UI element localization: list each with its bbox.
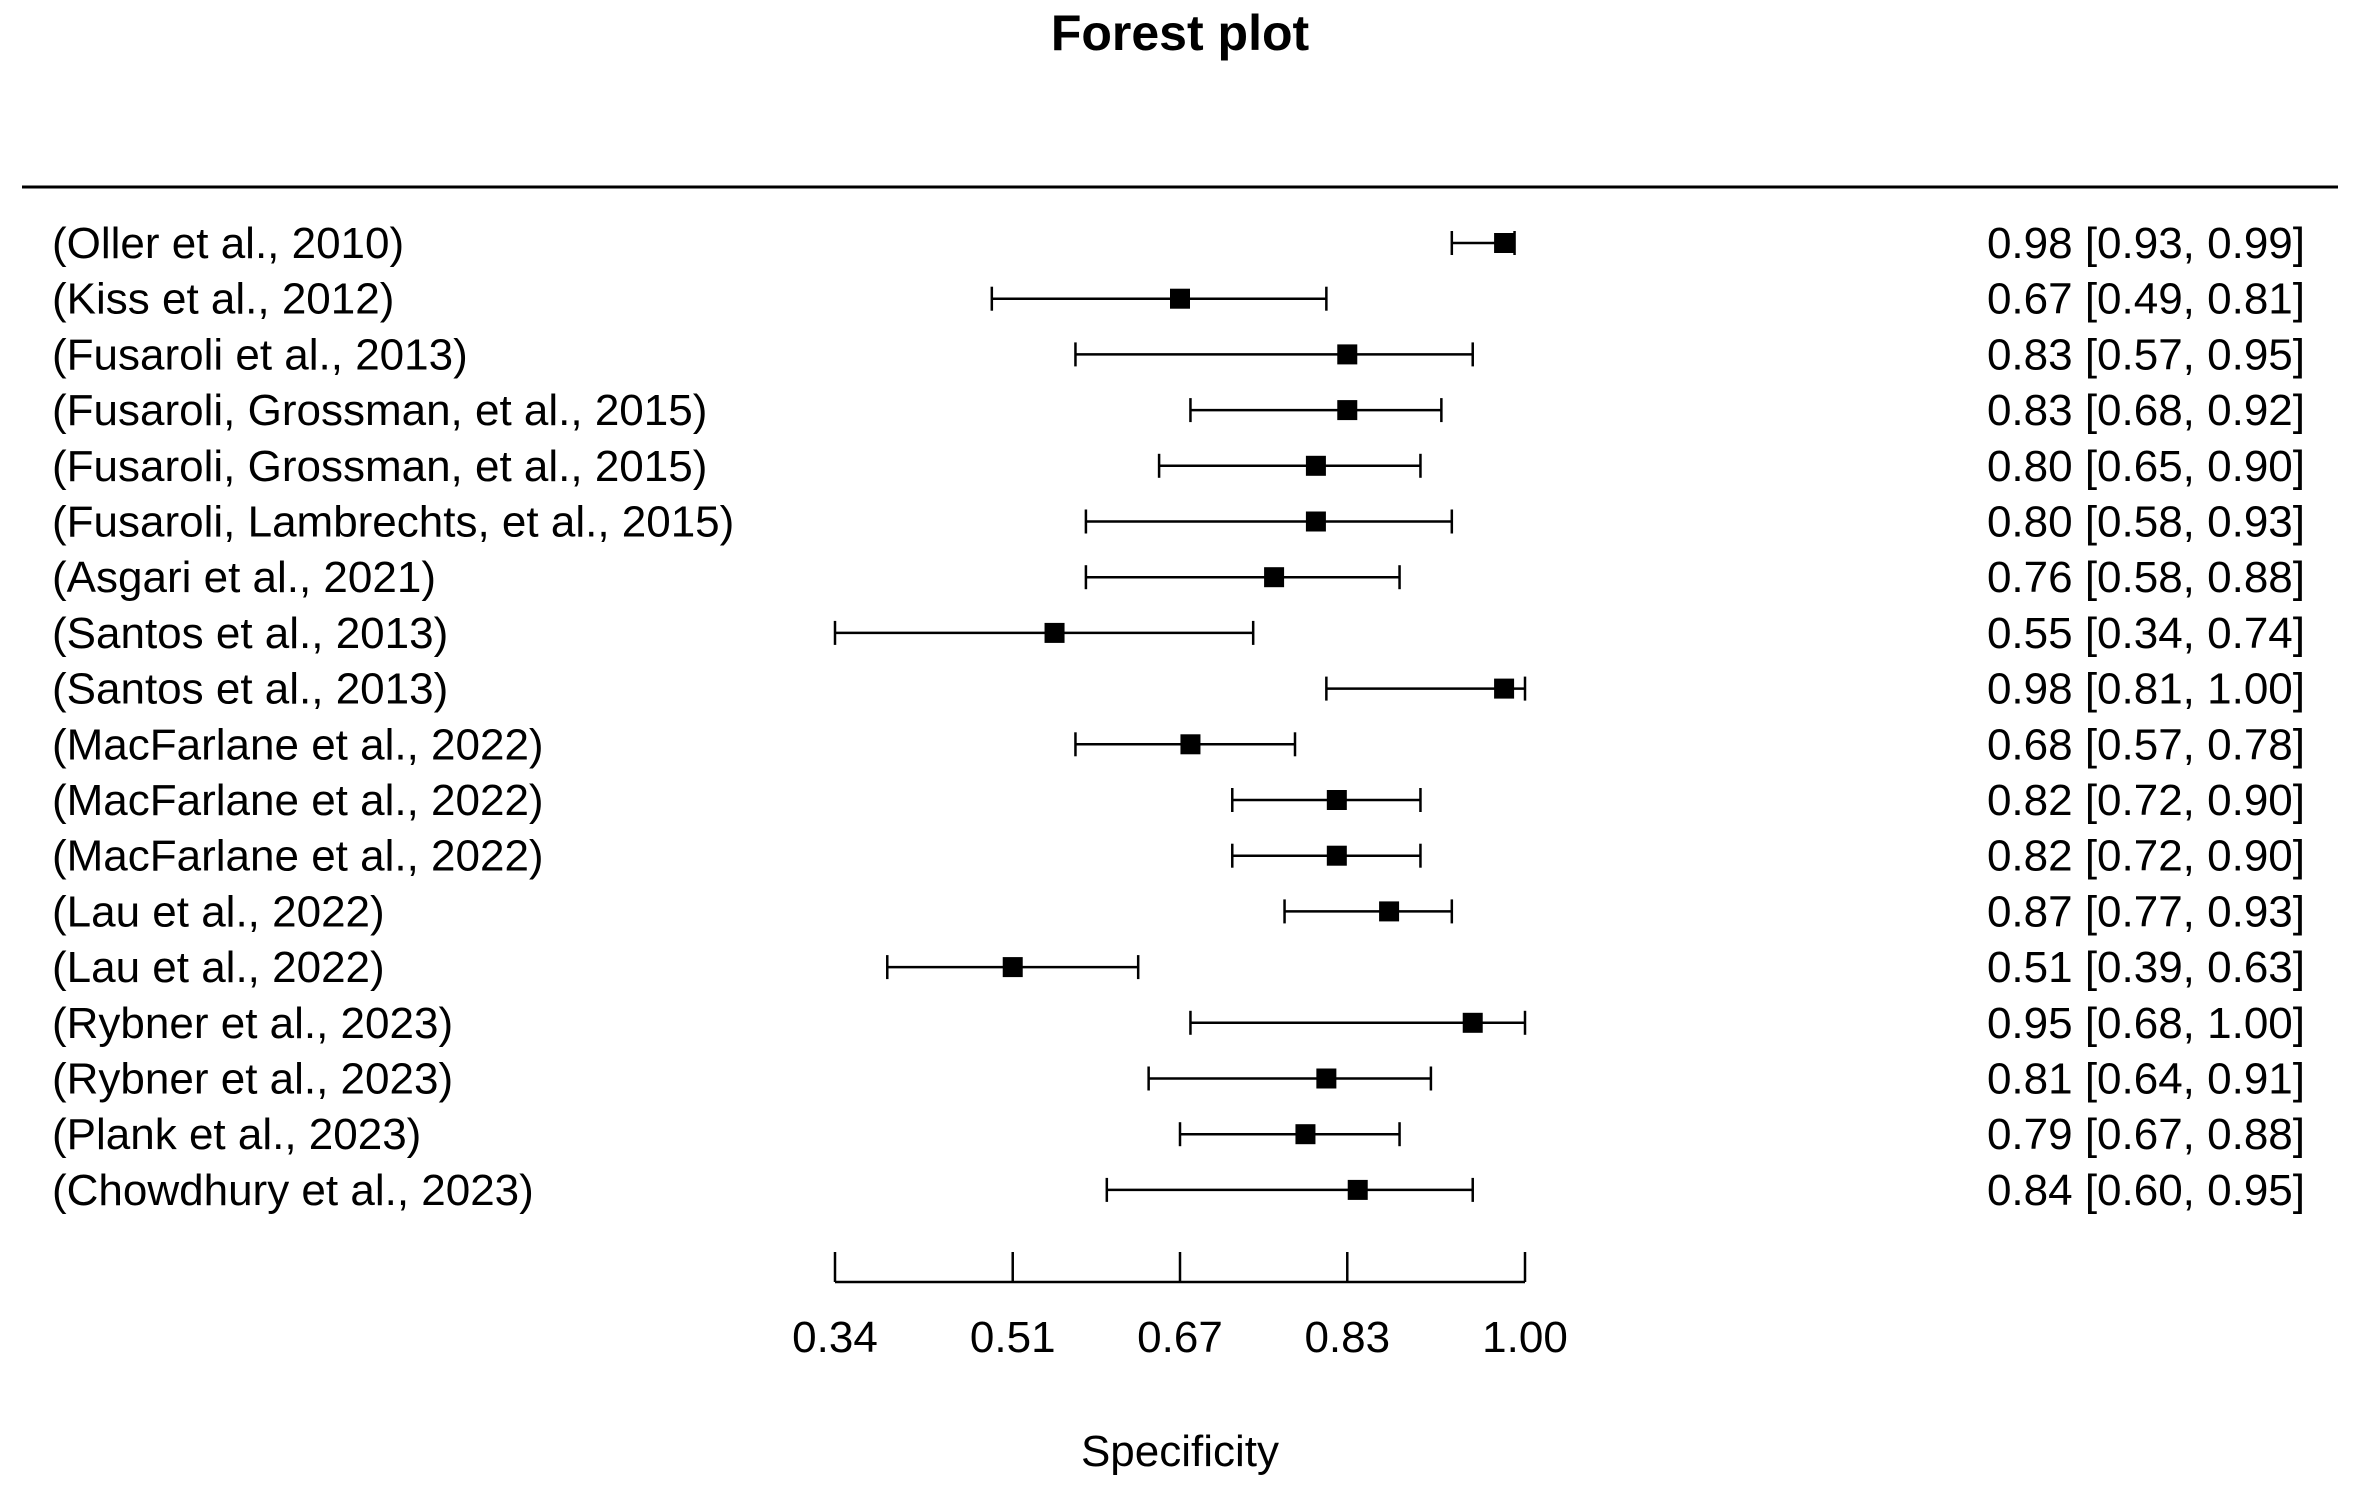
- point-estimate-marker: [1337, 400, 1358, 421]
- study-label: (Plank et al., 2023): [52, 1110, 421, 1159]
- estimate-ci-label: 0.95 [0.68, 1.00]: [1987, 999, 2305, 1048]
- point-estimate-marker: [1494, 678, 1515, 699]
- point-estimate-marker: [1305, 511, 1326, 532]
- study-row: (MacFarlane et al., 2022) 0.82 [0.72, 0.9…: [52, 832, 2305, 881]
- study-label: (Oller et al., 2010): [52, 219, 404, 268]
- estimate-ci-label: 0.79 [0.67, 0.88]: [1987, 1110, 2305, 1159]
- x-tick-label: 0.34: [792, 1313, 878, 1362]
- point-estimate-marker: [1044, 622, 1065, 643]
- estimate-ci-label: 0.81 [0.64, 0.91]: [1987, 1055, 2305, 1104]
- x-axis: 0.34 0.51 0.67 0.83 1.00: [792, 1252, 1568, 1362]
- study-label: (Rybner et al., 2023): [52, 1055, 453, 1104]
- x-tick-label: 0.51: [970, 1313, 1056, 1362]
- estimate-ci-label: 0.76 [0.58, 0.88]: [1987, 553, 2305, 602]
- x-tick-label: 0.83: [1304, 1313, 1390, 1362]
- study-row: (MacFarlane et al., 2022) 0.68 [0.57, 0.7…: [52, 720, 2305, 769]
- study-label: (MacFarlane et al., 2022): [52, 720, 544, 769]
- point-estimate-marker: [1337, 344, 1358, 365]
- study-label: (Lau et al., 2022): [52, 887, 385, 936]
- point-estimate-marker: [1264, 567, 1285, 588]
- point-estimate-marker: [1170, 288, 1190, 309]
- estimate-ci-label: 0.84 [0.60, 0.95]: [1987, 1166, 2305, 1215]
- x-axis-label: Specificity: [1081, 1427, 1279, 1476]
- point-estimate-marker: [1347, 1179, 1368, 1200]
- point-estimate-marker: [1462, 1012, 1483, 1033]
- study-label: (MacFarlane et al., 2022): [52, 832, 544, 881]
- x-tick-label: 0.67: [1137, 1313, 1223, 1362]
- estimate-ci-label: 0.67 [0.49, 0.81]: [1987, 275, 2305, 324]
- point-estimate-marker: [1316, 1068, 1337, 1089]
- estimate-ci-label: 0.82 [0.72, 0.90]: [1987, 832, 2305, 881]
- study-row: (Fusaroli et al., 2013) 0.83 [0.57, 0.95]: [52, 330, 2305, 379]
- x-tick-label: 1.00: [1482, 1313, 1568, 1362]
- estimate-ci-label: 0.98 [0.81, 1.00]: [1987, 665, 2305, 714]
- point-estimate-marker: [1326, 845, 1347, 866]
- estimate-ci-label: 0.83 [0.57, 0.95]: [1987, 330, 2305, 379]
- estimate-ci-label: 0.80 [0.58, 0.93]: [1987, 498, 2305, 547]
- study-row: (Fusaroli, Lambrechts, et al., 2015) 0.80…: [52, 498, 2305, 547]
- point-estimate-marker: [1180, 734, 1201, 755]
- study-row: (Lau et al., 2022) 0.87 [0.77, 0.93]: [52, 887, 2305, 936]
- study-row: (MacFarlane et al., 2022) 0.82 [0.72, 0.9…: [52, 776, 2305, 825]
- estimate-ci-label: 0.68 [0.57, 0.78]: [1987, 720, 2305, 769]
- estimate-ci-label: 0.87 [0.77, 0.93]: [1987, 887, 2305, 936]
- point-estimate-marker: [1494, 233, 1515, 253]
- point-estimate-marker: [1305, 455, 1326, 476]
- study-label: (Chowdhury et al., 2023): [52, 1166, 534, 1215]
- point-estimate-marker: [1326, 790, 1347, 810]
- point-estimate-marker: [1379, 901, 1400, 922]
- estimate-ci-label: 0.51 [0.39, 0.63]: [1987, 943, 2305, 992]
- study-row: (Rybner et al., 2023) 0.81 [0.64, 0.91]: [52, 1055, 2305, 1104]
- study-label: (Fusaroli, Grossman, et al., 2015): [52, 442, 707, 491]
- study-row: (Fusaroli, Grossman, et al., 2015) 0.80 […: [52, 442, 2305, 491]
- point-estimate-marker: [1002, 957, 1023, 978]
- study-row: (Santos et al., 2013) 0.55 [0.34, 0.74]: [52, 609, 2305, 658]
- study-label: (Fusaroli, Lambrechts, et al., 2015): [52, 498, 734, 547]
- estimate-ci-label: 0.82 [0.72, 0.90]: [1987, 776, 2305, 825]
- estimate-ci-label: 0.83 [0.68, 0.92]: [1987, 386, 2305, 435]
- study-row: (Lau et al., 2022) 0.51 [0.39, 0.63]: [52, 943, 2305, 992]
- chart-title: Forest plot: [1051, 5, 1310, 61]
- study-label: (MacFarlane et al., 2022): [52, 776, 544, 825]
- rows-layer: (Oller et al., 2010) 0.98 [0.93, 0.99] (Ki…: [52, 219, 2305, 1215]
- study-label: (Santos et al., 2013): [52, 609, 448, 658]
- study-row: (Santos et al., 2013) 0.98 [0.81, 1.00]: [52, 665, 2305, 714]
- study-row: (Kiss et al., 2012) 0.67 [0.49, 0.81]: [52, 275, 2305, 324]
- study-label: (Santos et al., 2013): [52, 665, 448, 714]
- study-label: (Kiss et al., 2012): [52, 275, 394, 324]
- estimate-ci-label: 0.98 [0.93, 0.99]: [1987, 219, 2305, 268]
- point-estimate-marker: [1295, 1124, 1316, 1145]
- study-row: (Chowdhury et al., 2023) 0.84 [0.60, 0.95…: [52, 1166, 2305, 1215]
- study-label: (Lau et al., 2022): [52, 943, 385, 992]
- study-label: (Asgari et al., 2021): [52, 553, 436, 602]
- study-row: (Plank et al., 2023) 0.79 [0.67, 0.88]: [52, 1110, 2305, 1159]
- study-label: (Rybner et al., 2023): [52, 999, 453, 1048]
- study-row: (Oller et al., 2010) 0.98 [0.93, 0.99]: [52, 219, 2305, 268]
- study-row: (Asgari et al., 2021) 0.76 [0.58, 0.88]: [52, 553, 2305, 602]
- study-label: (Fusaroli, Grossman, et al., 2015): [52, 386, 707, 435]
- study-row: (Fusaroli, Grossman, et al., 2015) 0.83 […: [52, 386, 2305, 435]
- estimate-ci-label: 0.80 [0.65, 0.90]: [1987, 442, 2305, 491]
- estimate-ci-label: 0.55 [0.34, 0.74]: [1987, 609, 2305, 658]
- study-row: (Rybner et al., 2023) 0.95 [0.68, 1.00]: [52, 999, 2305, 1048]
- study-label: (Fusaroli et al., 2013): [52, 330, 468, 379]
